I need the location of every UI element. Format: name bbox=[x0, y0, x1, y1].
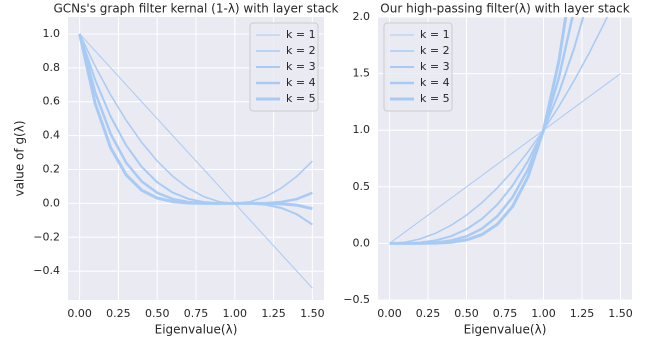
legend-label: k = 3 bbox=[420, 60, 450, 73]
series-group bbox=[78, 33, 313, 289]
y-tick-label: −0.4 bbox=[33, 264, 60, 277]
series-group bbox=[389, 17, 621, 245]
y-tick-label: 0.0 bbox=[43, 196, 61, 209]
legend-label: k = 4 bbox=[286, 76, 316, 89]
line-series bbox=[79, 33, 313, 289]
y-tick-label: 2.0 bbox=[353, 10, 371, 23]
y-tick-label: −0.5 bbox=[343, 293, 370, 306]
y-tick-label: 0.4 bbox=[43, 129, 61, 142]
y-tick-label: 0.6 bbox=[43, 95, 61, 108]
y-tick-label: 1.5 bbox=[353, 67, 371, 80]
x-tick-label: 1.00 bbox=[223, 307, 248, 320]
y-tick-label: 0.8 bbox=[43, 61, 61, 74]
y-tick-label: −0.2 bbox=[33, 230, 60, 243]
x-tick-label: 0.50 bbox=[145, 307, 170, 320]
legend-label: k = 2 bbox=[286, 44, 316, 57]
legend-label: k = 3 bbox=[286, 60, 316, 73]
line-series bbox=[389, 17, 609, 245]
x-tick-label: 1.25 bbox=[570, 307, 595, 320]
chart-title: GCNs's graph filter kernal (1-λ) with la… bbox=[54, 2, 339, 16]
x-axis-label: Eigenvalue(λ) bbox=[464, 323, 547, 337]
y-axis-label: value of g(λ) bbox=[13, 120, 27, 196]
x-tick-label: 0.25 bbox=[416, 307, 441, 320]
legend-box bbox=[383, 22, 453, 112]
legend: k = 1 k = 2 k = 3 k = 4 k = 5 bbox=[249, 22, 319, 112]
subplot: 0.00 0.25 0.50 0.75 1.00 1.25 1.50 −0.4 −0.2 0.0 0… bbox=[13, 2, 339, 337]
legend-label: k = 5 bbox=[420, 92, 450, 105]
y-tick-label: 0.2 bbox=[43, 163, 61, 176]
x-tick-label: 0.75 bbox=[493, 307, 518, 320]
y-tick-label: 1.0 bbox=[43, 27, 61, 40]
x-tick-label: 0.00 bbox=[67, 307, 92, 320]
x-tick-label: 0.75 bbox=[184, 307, 209, 320]
x-tick-label: 1.50 bbox=[608, 307, 633, 320]
y-tick-label: 0.0 bbox=[353, 236, 371, 249]
x-tick-label: 1.00 bbox=[531, 307, 556, 320]
x-tick-label: 1.25 bbox=[261, 307, 286, 320]
line-series bbox=[389, 17, 568, 245]
subplot: 0.00 0.25 0.50 0.75 1.00 1.25 1.50 −0.5 0.0 0.5 1.… bbox=[343, 2, 633, 337]
line-series bbox=[389, 17, 585, 245]
line-series bbox=[78, 33, 313, 205]
legend-label: k = 2 bbox=[420, 44, 450, 57]
x-axis-label: Eigenvalue(λ) bbox=[155, 323, 238, 337]
x-tick-label: 0.00 bbox=[377, 307, 402, 320]
y-tick-label: 0.5 bbox=[353, 180, 371, 193]
line-series bbox=[389, 73, 621, 244]
x-tick-label: 1.50 bbox=[300, 307, 325, 320]
x-tick-label: 0.25 bbox=[106, 307, 131, 320]
legend: k = 1 k = 2 k = 3 k = 4 k = 5 bbox=[383, 22, 453, 112]
legend-box bbox=[249, 22, 319, 112]
legend-label: k = 1 bbox=[420, 28, 450, 41]
legend-label: k = 4 bbox=[420, 76, 450, 89]
legend-label: k = 5 bbox=[286, 92, 316, 105]
y-tick-label: 1.0 bbox=[353, 123, 371, 136]
x-tick-label: 0.50 bbox=[454, 307, 479, 320]
line-series bbox=[78, 33, 313, 226]
line-series bbox=[78, 33, 313, 211]
chart-title: Our high-passing filter(λ) with layer st… bbox=[380, 2, 629, 16]
legend-label: k = 1 bbox=[286, 28, 316, 41]
